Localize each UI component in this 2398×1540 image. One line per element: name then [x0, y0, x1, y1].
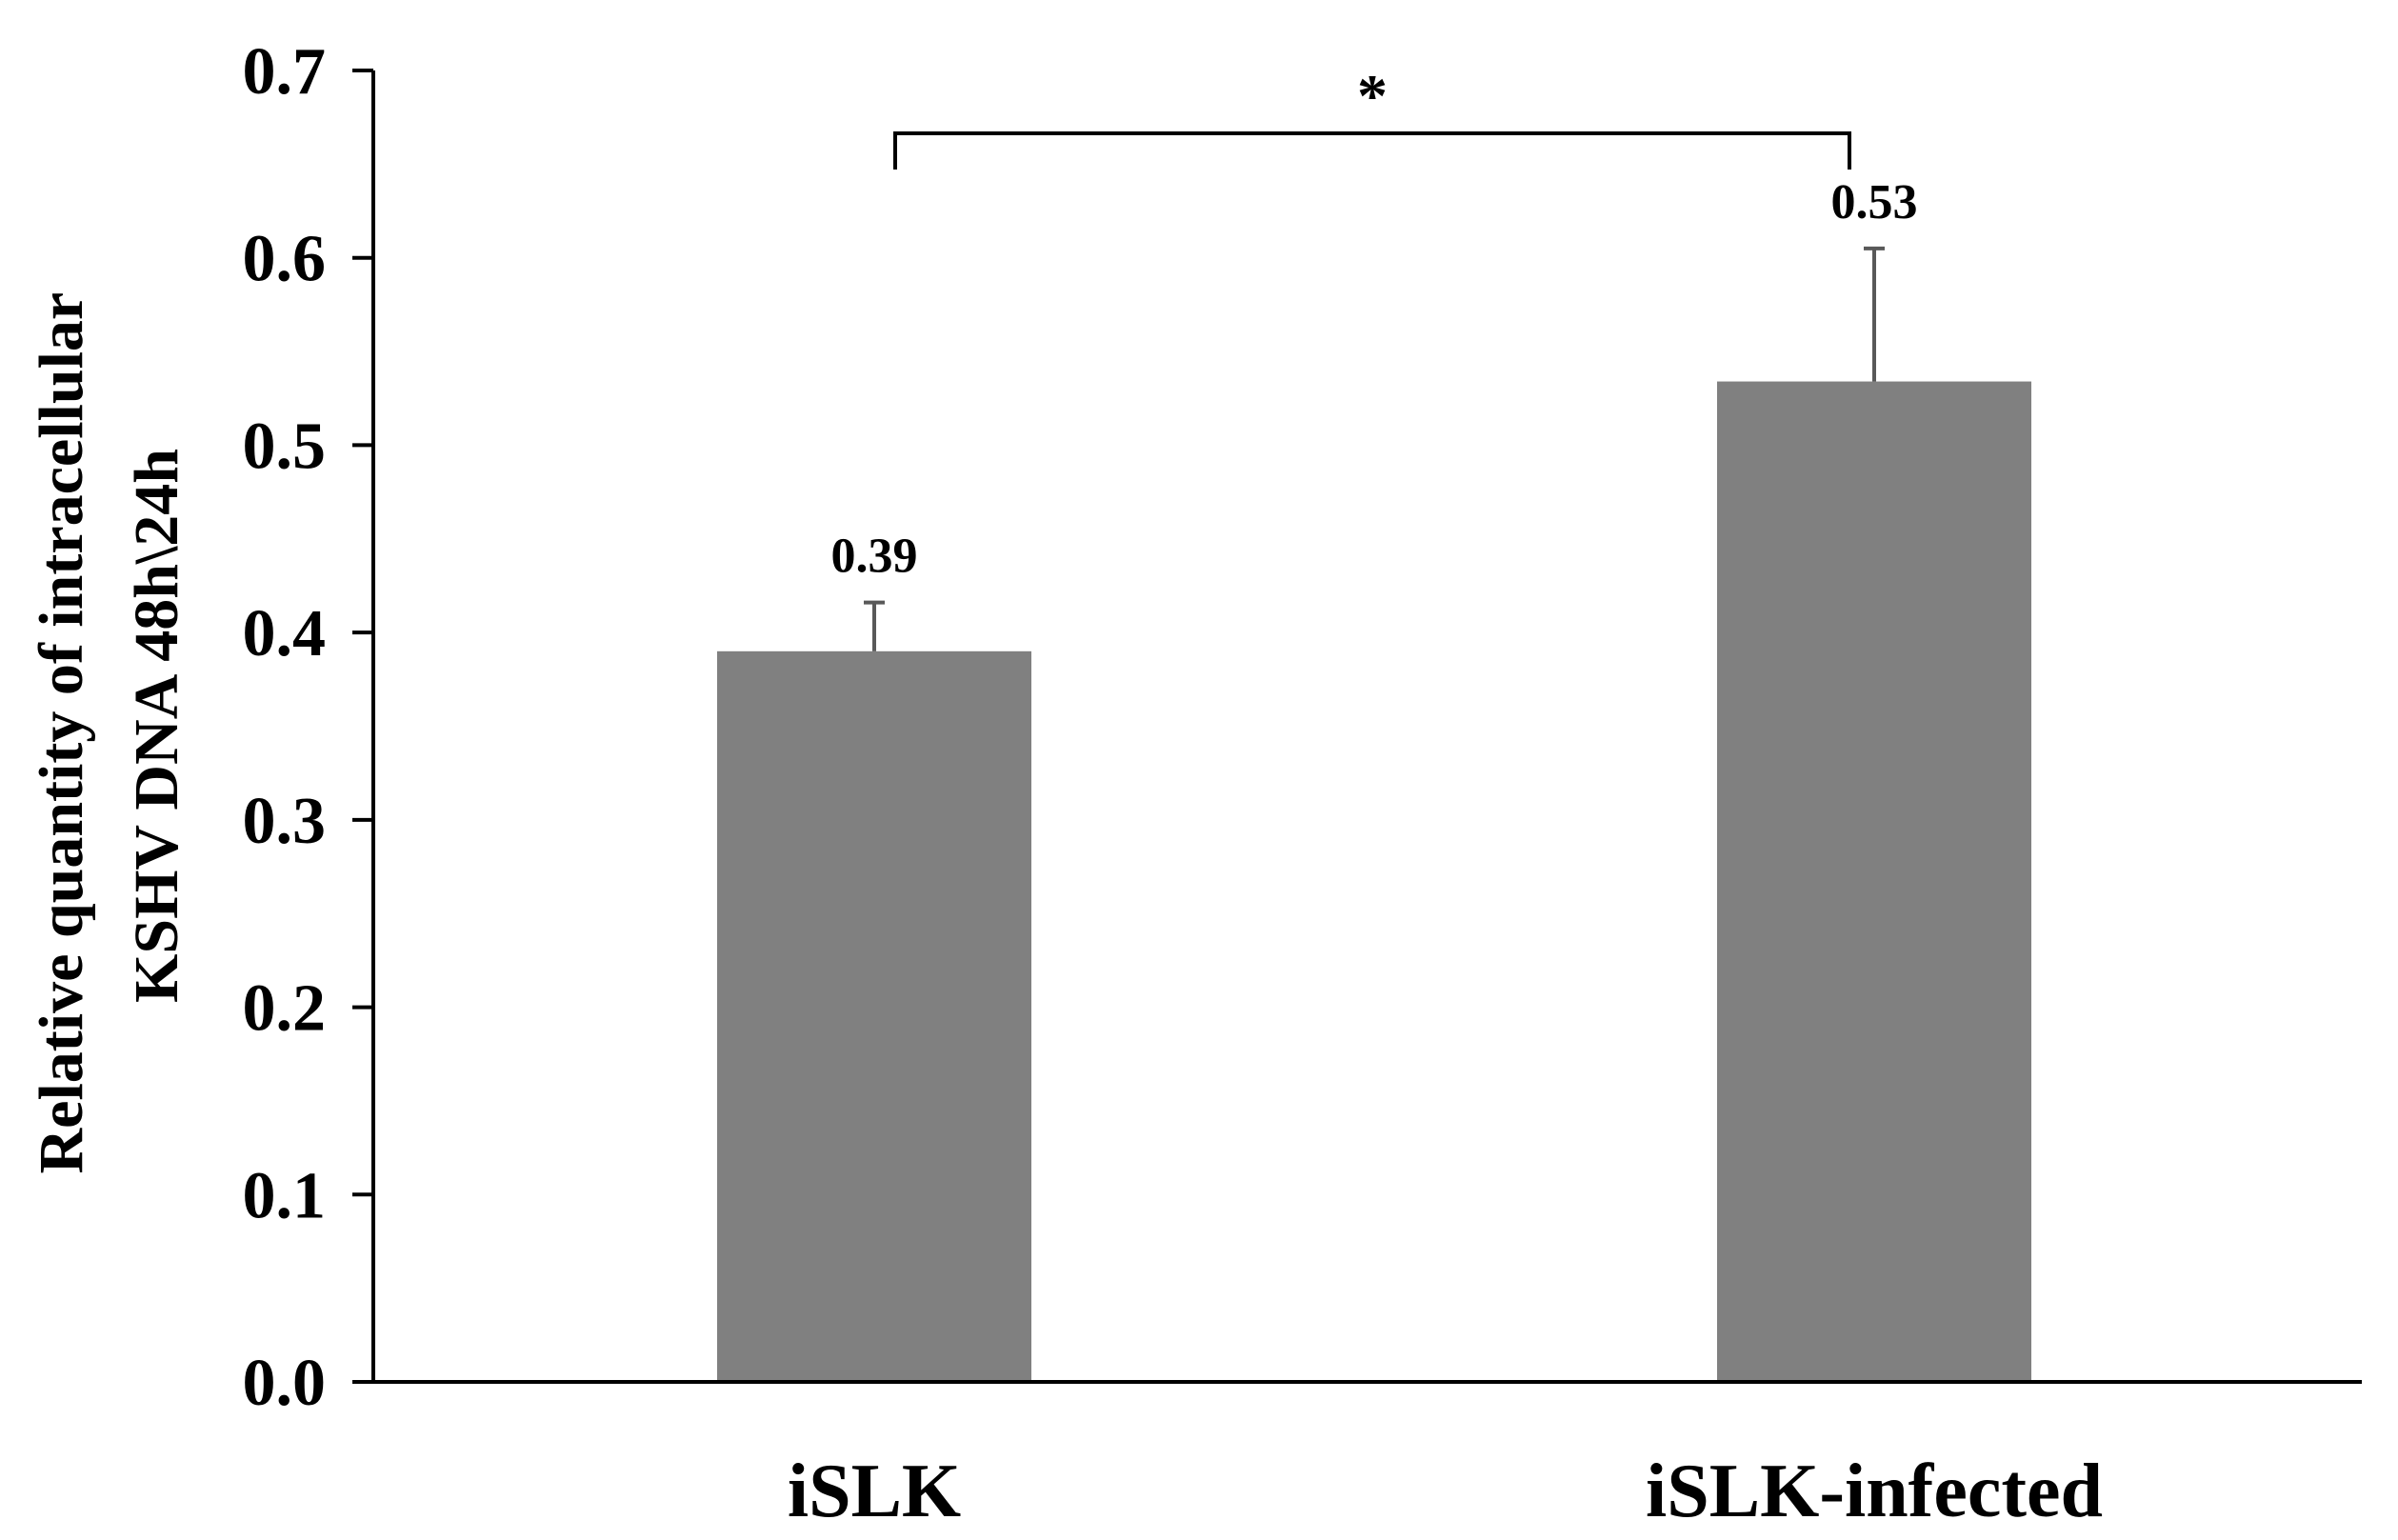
y-tick-label: 0.1 — [243, 1159, 327, 1232]
bars — [717, 381, 2031, 1383]
y-axis-ticks: 0.0 0.1 0.2 0.3 0.4 0.5 0.6 0.7 — [243, 35, 373, 1420]
significance-bracket: * — [893, 62, 1851, 170]
significance-asterisk: * — [1357, 62, 1388, 130]
axes — [371, 70, 2362, 1384]
y-tick-label: 0.7 — [243, 35, 327, 109]
category-label-islk-infected: iSLK-infected — [1646, 1450, 2103, 1533]
bar-islk-infected — [1717, 381, 2031, 1383]
significance-bracket-line — [893, 131, 1851, 170]
y-tick-label: 0.5 — [243, 410, 327, 483]
y-tick-label: 0.3 — [243, 785, 327, 858]
y-tick-label: 0.0 — [243, 1347, 327, 1420]
y-tick-label: 0.4 — [243, 597, 327, 670]
y-axis-label-line-2: KSHV DNA 48h\24h — [122, 449, 191, 1003]
error-bars — [864, 246, 1885, 651]
y-axis-label-line-1: Relative quantity of intracellular — [27, 293, 96, 1174]
y-tick-label: 0.2 — [243, 972, 327, 1046]
bar-islk — [717, 650, 1031, 1382]
value-label-islk: 0.39 — [831, 530, 918, 584]
value-labels: 0.39 0.53 — [831, 175, 1918, 584]
y-tick-label: 0.6 — [243, 223, 327, 296]
value-label-islk-infected: 0.53 — [1831, 175, 1918, 230]
category-label-islk: iSLK — [788, 1450, 961, 1533]
y-axis-label: Relative quantity of intracellular KSHV … — [27, 277, 191, 1173]
category-labels: iSLK iSLK-infected — [788, 1450, 2103, 1533]
